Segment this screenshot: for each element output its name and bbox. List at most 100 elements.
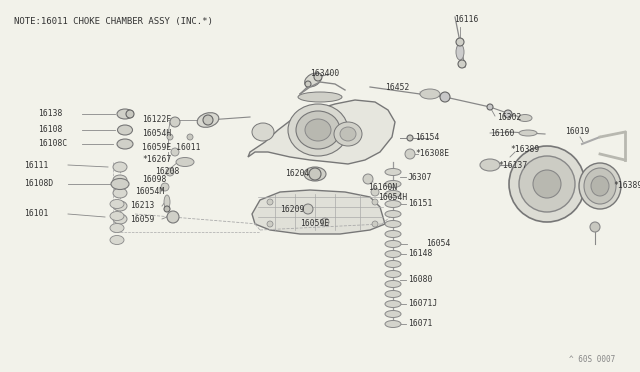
Ellipse shape [420,89,440,99]
Ellipse shape [385,250,401,257]
Text: 16054H: 16054H [142,129,172,138]
Ellipse shape [288,104,348,156]
Ellipse shape [113,214,127,224]
Circle shape [372,221,378,227]
Ellipse shape [176,157,194,167]
Ellipse shape [385,241,401,247]
Text: 16111: 16111 [24,160,49,170]
Ellipse shape [113,162,127,172]
Text: 16122F: 16122F [142,115,172,125]
Text: 16059E: 16059E [300,219,329,228]
Circle shape [509,146,585,222]
Text: *16267: *16267 [142,155,172,164]
Circle shape [590,222,600,232]
Circle shape [161,183,169,191]
Ellipse shape [385,231,401,237]
Text: 16213: 16213 [130,202,154,211]
Ellipse shape [480,159,500,171]
Text: 16019: 16019 [565,128,589,137]
Circle shape [164,206,170,212]
Text: 16160N: 16160N [368,183,397,192]
Circle shape [305,81,311,87]
Circle shape [203,115,213,125]
Ellipse shape [385,211,401,218]
Ellipse shape [385,201,401,208]
Circle shape [363,174,373,184]
Text: 16209: 16209 [280,205,305,214]
Text: 163400: 163400 [310,70,339,78]
Circle shape [166,168,174,176]
Circle shape [187,134,193,140]
Text: ^ 60S 0007: ^ 60S 0007 [569,355,615,364]
Circle shape [171,148,179,156]
Text: 16108C: 16108C [38,140,67,148]
Circle shape [440,92,450,102]
Ellipse shape [518,115,532,122]
Text: 16148: 16148 [408,250,433,259]
Ellipse shape [385,311,401,317]
Circle shape [405,149,415,159]
Text: 16151: 16151 [408,199,433,208]
Text: 16108D: 16108D [24,180,53,189]
Ellipse shape [385,301,401,308]
Ellipse shape [305,73,321,87]
Ellipse shape [385,169,401,176]
Text: *16308E: *16308E [415,150,449,158]
Text: J6307: J6307 [408,173,433,182]
Circle shape [371,188,379,196]
Circle shape [126,110,134,118]
Ellipse shape [110,224,124,232]
Ellipse shape [385,260,401,267]
Circle shape [314,73,322,81]
Ellipse shape [584,168,616,204]
Text: NOTE:16011 CHOKE CHAMBER ASSY (INC.*): NOTE:16011 CHOKE CHAMBER ASSY (INC.*) [14,17,213,26]
Ellipse shape [385,180,401,187]
Text: 16452: 16452 [385,83,410,92]
Text: 16302: 16302 [497,113,522,122]
Ellipse shape [113,201,127,211]
Ellipse shape [304,167,326,181]
Ellipse shape [385,190,401,198]
Text: 16108: 16108 [38,125,62,135]
Text: *16389H: *16389H [613,182,640,190]
Ellipse shape [340,127,356,141]
Text: 16080: 16080 [408,276,433,285]
Circle shape [487,104,493,110]
Circle shape [170,117,180,127]
Ellipse shape [298,92,342,102]
Ellipse shape [113,175,127,185]
Circle shape [407,135,413,141]
Text: 16054: 16054 [426,240,450,248]
Ellipse shape [334,122,362,146]
Text: 16204: 16204 [285,170,309,179]
Circle shape [267,199,273,205]
Text: 16154: 16154 [415,134,440,142]
Ellipse shape [197,113,219,127]
Ellipse shape [110,235,124,244]
Ellipse shape [252,123,274,141]
Text: 16101: 16101 [24,209,49,218]
Ellipse shape [110,199,124,208]
Circle shape [519,156,575,212]
Ellipse shape [305,119,331,141]
Text: 16059: 16059 [130,215,154,224]
Text: 16098: 16098 [142,174,166,183]
Ellipse shape [164,195,170,209]
Text: 16071: 16071 [408,320,433,328]
Circle shape [267,221,273,227]
Circle shape [303,204,313,214]
Ellipse shape [385,270,401,278]
Ellipse shape [385,221,401,228]
Text: 16160: 16160 [490,128,515,138]
Circle shape [167,134,173,140]
Ellipse shape [113,188,127,198]
Circle shape [372,199,378,205]
Text: 16059E 16011: 16059E 16011 [142,142,200,151]
Text: 16054M: 16054M [135,187,164,196]
Polygon shape [248,100,395,164]
Ellipse shape [296,111,340,149]
Text: 16138: 16138 [38,109,62,119]
Circle shape [458,60,466,68]
Text: 16208: 16208 [155,167,179,176]
Circle shape [533,170,561,198]
